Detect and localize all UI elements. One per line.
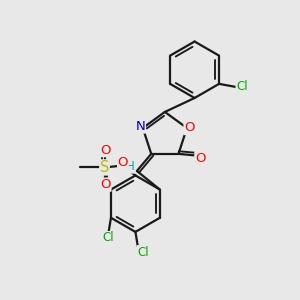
Text: H: H bbox=[126, 160, 135, 173]
Text: O: O bbox=[118, 156, 128, 170]
Text: S: S bbox=[100, 160, 109, 175]
Text: O: O bbox=[184, 122, 194, 134]
Text: O: O bbox=[100, 144, 111, 157]
Text: O: O bbox=[100, 178, 111, 191]
Text: Cl: Cl bbox=[102, 232, 114, 244]
Text: O: O bbox=[195, 152, 206, 165]
Text: N: N bbox=[136, 120, 145, 133]
Text: Cl: Cl bbox=[236, 80, 248, 93]
Text: Cl: Cl bbox=[137, 246, 149, 259]
